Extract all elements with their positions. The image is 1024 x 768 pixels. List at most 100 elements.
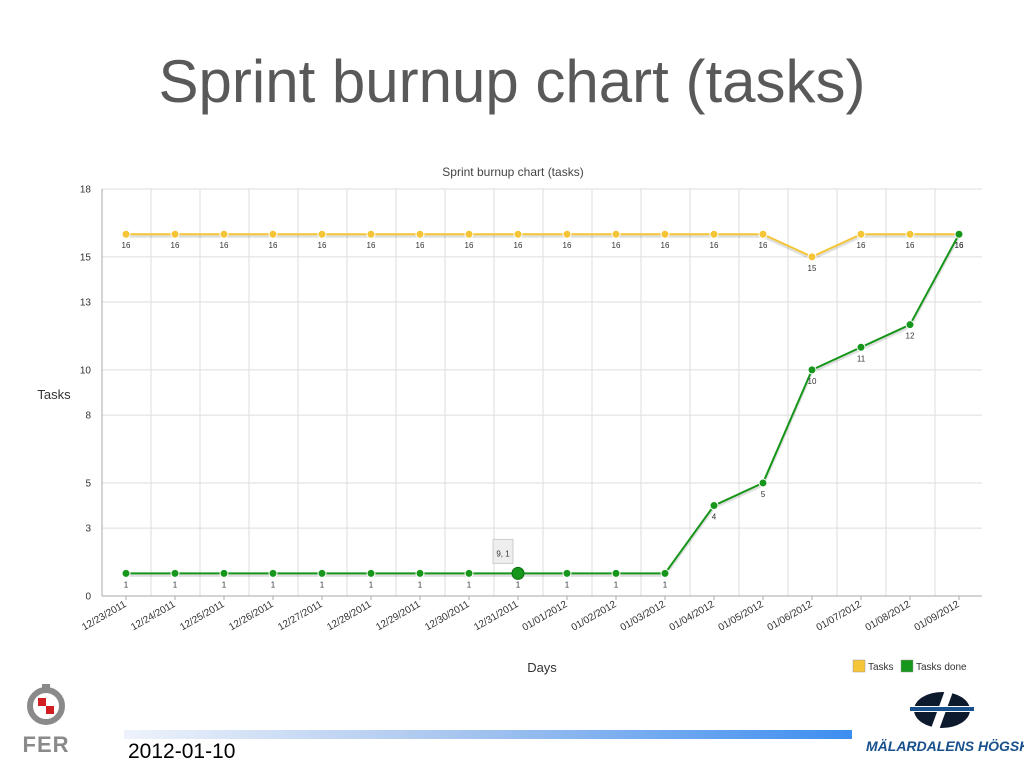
data-label: 16: [318, 241, 327, 250]
data-point: [611, 568, 621, 578]
fer-emblem-icon: [27, 684, 65, 725]
tooltip: 9, 1: [492, 538, 525, 580]
x-tick-label: 12/27/2011: [276, 599, 325, 633]
series-line-shadow: [126, 235, 961, 577]
x-tick-label: 01/01/2012: [521, 599, 570, 634]
data-label: 5: [761, 490, 766, 499]
data-point: [611, 229, 621, 239]
x-tick-label: 12/25/2011: [178, 599, 227, 633]
x-tick-label: 01/02/2012: [570, 599, 619, 634]
data-label: 1: [271, 580, 276, 589]
x-tick-label: 01/07/2012: [815, 599, 864, 634]
data-label: 1: [369, 580, 374, 589]
grid-lines: [101, 188, 982, 597]
data-point: [464, 229, 474, 239]
x-tick-label: 12/23/2011: [80, 599, 129, 633]
data-label: 1: [418, 580, 423, 589]
data-point: [366, 229, 376, 239]
data-point: [562, 229, 572, 239]
data-point: [317, 568, 327, 578]
data-point: [219, 229, 229, 239]
data-label: 1: [173, 580, 178, 589]
burnup-chart: Sprint burnup chart (tasks) Tasks Days 0…: [37, 165, 982, 675]
data-point: [709, 501, 719, 511]
data-point: [219, 568, 229, 578]
x-axis-title: Days: [527, 660, 557, 675]
y-tick-label: 8: [85, 411, 91, 422]
data-label: 16: [122, 241, 131, 250]
tooltip-box: [492, 538, 514, 564]
data-label: 1: [467, 580, 472, 589]
data-label: 16: [563, 241, 572, 250]
series-line: [126, 233, 959, 258]
x-tick-label: 01/05/2012: [717, 599, 766, 634]
data-label: 16: [416, 241, 425, 250]
x-tick-label: 01/08/2012: [864, 599, 913, 634]
mdh-emblem-icon: [906, 689, 978, 731]
footer-bar: [124, 730, 852, 739]
data-point: [709, 229, 719, 239]
data-point: [268, 568, 278, 578]
series-tasks: 16 16 16 16 16 16 16 16 16 16 16 16 16 16 15 16 16 16: [121, 229, 964, 273]
y-axis-title: Tasks: [37, 387, 71, 402]
data-label: 4: [712, 513, 717, 522]
data-label: 16: [612, 241, 621, 250]
data-label: 16: [955, 241, 964, 250]
x-tick-label: 12/31/2011: [472, 599, 521, 633]
data-label: 16: [710, 241, 719, 250]
legend-swatch: [852, 659, 866, 673]
data-point: [513, 229, 523, 239]
data-point: [121, 568, 131, 578]
data-label: 16: [906, 241, 915, 250]
data-point: [807, 365, 817, 375]
data-label: 1: [222, 580, 227, 589]
data-point: [905, 229, 915, 239]
data-point: [464, 568, 474, 578]
data-point: [415, 568, 425, 578]
data-point: [660, 568, 670, 578]
y-tick-label: 5: [85, 478, 91, 489]
data-label: 16: [857, 241, 866, 250]
x-tick-label: 12/24/2011: [129, 599, 178, 633]
footer-date: 2012-01-10: [128, 740, 236, 763]
data-point: [856, 342, 866, 352]
y-tick-label: 18: [80, 185, 92, 196]
data-label: 1: [565, 580, 570, 589]
mdh-logo: MÄLARDALENS HÖGSKOLA: [862, 688, 1024, 764]
data-point: [954, 229, 964, 239]
data-point: [905, 320, 915, 330]
data-label: 16: [220, 241, 229, 250]
data-label: 16: [661, 241, 670, 250]
x-tick-label: 12/26/2011: [227, 599, 276, 633]
x-tick-label: 12/29/2011: [374, 599, 423, 633]
legend-label: Tasks: [868, 662, 894, 673]
series-line: [126, 233, 960, 575]
data-point: [317, 229, 327, 239]
data-label: 1: [516, 580, 521, 589]
data-label: 12: [906, 332, 915, 341]
data-label: 16: [171, 241, 180, 250]
data-point: [268, 229, 278, 239]
x-tick-labels: 12/23/2011 12/24/2011 12/25/2011 12/26/2011…: [80, 599, 962, 634]
fer-logo-text: FER: [22, 732, 70, 757]
data-point: [415, 229, 425, 239]
fer-logo: FER: [16, 682, 76, 762]
data-label: 16: [367, 241, 376, 250]
data-point: [170, 229, 180, 239]
y-tick-label: 0: [85, 592, 91, 603]
data-point: [758, 229, 768, 239]
legend-item-tasks[interactable]: Tasks: [852, 659, 894, 673]
data-label: 1: [320, 580, 325, 589]
data-label: 16: [269, 241, 278, 250]
y-tick-label: 13: [80, 298, 92, 309]
data-label: 15: [808, 264, 817, 273]
data-label: 16: [465, 241, 474, 250]
legend[interactable]: Tasks Tasks done: [852, 659, 967, 673]
legend-label: Tasks done: [916, 662, 967, 673]
legend-swatch: [900, 659, 914, 673]
axes: [101, 189, 982, 600]
data-point: [856, 229, 866, 239]
legend-item-tasks-done[interactable]: Tasks done: [900, 659, 967, 673]
